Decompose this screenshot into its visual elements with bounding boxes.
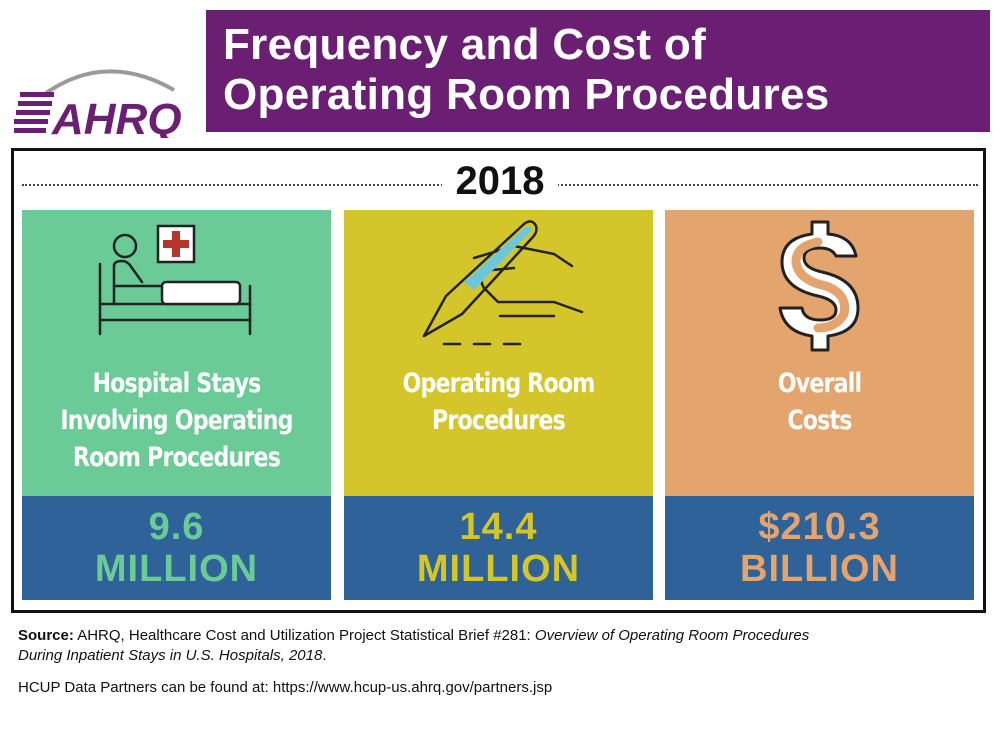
content-frame [11, 148, 986, 613]
card-value: 9.6 MILLION [94, 506, 259, 590]
dollar-sign-icon [778, 220, 859, 352]
card-label: Hospital Stays Involving Operating Room … [60, 368, 293, 473]
card-label: Operating Room Procedures [402, 368, 595, 436]
card-top: Overall Costs [665, 210, 974, 496]
title-line-1: Frequency and Cost of [223, 20, 707, 69]
card-value: $210.3 BILLION [740, 506, 899, 590]
card-or-procedures: Operating Room Procedures 14.4 MILLION [344, 210, 653, 600]
title-line-2: Operating Room Procedures [223, 70, 830, 119]
card-hospital-stays: Hospital Stays Involving Operating Room … [22, 210, 331, 600]
hospital-bed-icon [98, 224, 251, 336]
scalpel-hand-icon [422, 220, 583, 346]
ahrq-logo: AHRQ [14, 69, 182, 138]
source-citation: Source: AHRQ, Healthcare Cost and Utiliz… [18, 627, 810, 664]
year-label: 2018 [442, 158, 558, 204]
card-top: Hospital Stays Involving Operating Room … [22, 210, 331, 496]
partners-note: HCUP Data Partners can be found at: http… [18, 679, 553, 696]
card-value-band: 9.6 MILLION [22, 496, 331, 600]
card-overall-costs: Overall Costs $210.3 BILLION [665, 210, 974, 600]
card-value: 14.4 MILLION [416, 506, 581, 590]
card-label: Overall Costs [777, 368, 862, 436]
card-value-band: 14.4 MILLION [344, 496, 653, 600]
title-banner: Frequency and Cost of Operating Room Pro… [206, 10, 990, 132]
logo-text: AHRQ [51, 95, 182, 138]
card-value-band: $210.3 BILLION [665, 496, 974, 600]
card-top: Operating Room Procedures [344, 210, 653, 496]
